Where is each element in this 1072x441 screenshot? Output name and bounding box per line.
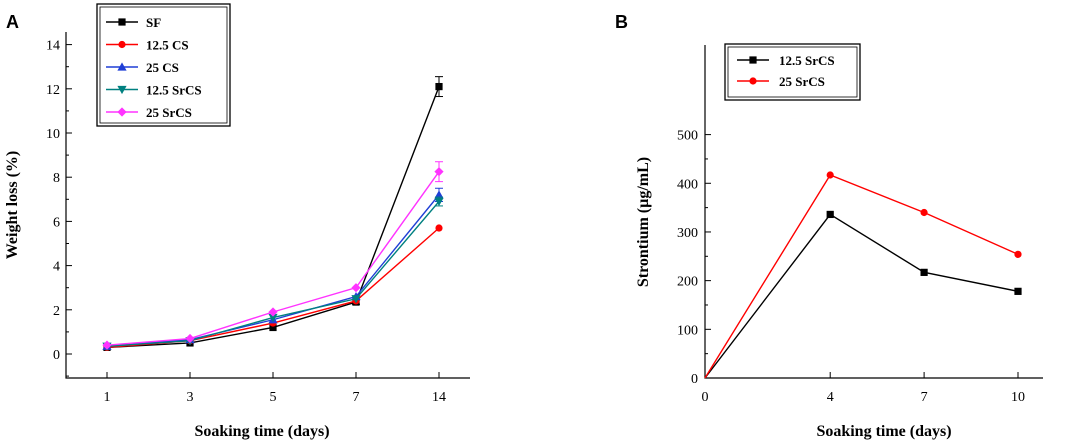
x-tick-label: 0 [702, 390, 709, 405]
panel-a-series [102, 76, 444, 351]
legend-entry-sf: SF [106, 15, 161, 30]
panel-a-y-axis-title: Weight loss (%) [4, 151, 21, 259]
legend-marker [118, 18, 126, 26]
data-point [268, 313, 278, 323]
series-25-srcs [704, 171, 1022, 379]
panel-a-x-ticks: 1 3 5 7 14 [104, 372, 446, 405]
data-point [435, 82, 443, 91]
data-point [351, 283, 361, 293]
legend-marker [118, 40, 126, 49]
legend-entry-25-cs: 25 CS [106, 60, 179, 75]
panel-b-legend: 12.5 SrCS 25 SrCS [724, 43, 861, 101]
data-point [351, 295, 361, 304]
panel-b-x-ticks: 0 4 7 10 [702, 372, 1025, 405]
panel-b-label: B [615, 12, 628, 32]
legend-marker [117, 107, 127, 117]
legend-entry-12-5-srcs: 12.5 SrCS [737, 53, 835, 68]
y-tick-label: 10 [46, 127, 60, 142]
legend-entry-25-srcs: 25 SrCS [106, 105, 192, 120]
legend-marker [749, 56, 757, 64]
data-point [1014, 287, 1022, 295]
legend-label: 25 SrCS [779, 74, 825, 89]
y-tick-label: 4 [53, 260, 60, 275]
y-tick-label: 12 [46, 83, 60, 98]
y-tick-label: 14 [46, 39, 60, 54]
panel-b: B 0 100 200 300 400 500 0 4 7 10 Soaking time (d… [615, 12, 1043, 440]
y-tick-label: 100 [677, 323, 698, 338]
y-tick-label: 300 [677, 226, 698, 241]
x-tick-label: 14 [432, 390, 446, 405]
data-point [920, 208, 928, 217]
x-tick-label: 10 [1011, 390, 1025, 405]
x-tick-label: 7 [353, 390, 360, 405]
panel-a-y-ticks: 0 2 4 6 8 10 12 14 [46, 39, 72, 377]
legend-marker [117, 85, 127, 95]
data-point [920, 268, 928, 276]
y-tick-label: 0 [53, 348, 60, 363]
y-tick-label: 8 [53, 171, 60, 186]
data-point [1014, 250, 1022, 258]
x-tick-label: 3 [187, 390, 194, 405]
panel-b-y-axis-title: Strontium (µg/mL) [635, 157, 652, 287]
data-point [435, 224, 443, 232]
data-point [268, 307, 278, 317]
panel-a-legend: SF 12.5 CS 25 CS 12.5 SrCS 25 SrCS [96, 3, 231, 127]
legend-label: 12.5 SrCS [779, 53, 835, 68]
panel-a-axes [65, 32, 470, 379]
legend-marker [749, 77, 757, 85]
x-tick-label: 4 [827, 390, 834, 405]
y-tick-label: 0 [691, 372, 698, 387]
data-point [185, 333, 195, 344]
y-tick-label: 200 [677, 275, 698, 290]
y-tick-label: 400 [677, 177, 698, 192]
panel-b-y-ticks: 0 100 200 300 400 500 [677, 129, 711, 387]
panel-a: A 0 2 4 6 8 10 12 14 1 3 5 7 14 Soaking time (days)… [4, 3, 470, 440]
data-point [434, 190, 444, 199]
panel-a-label: A [6, 12, 19, 32]
series-line [704, 174, 1019, 379]
legend-entry-12-5-cs: 12.5 CS [106, 38, 189, 53]
legend-label: 12.5 CS [146, 38, 189, 53]
legend-entry-12-5-srcs: 12.5 SrCS [106, 83, 202, 98]
panel-b-series [704, 171, 1022, 379]
legend-entry-25-srcs: 25 SrCS [737, 74, 825, 89]
data-point [434, 167, 444, 177]
series-12-5-cs [103, 224, 443, 351]
data-point [826, 171, 834, 179]
y-tick-label: 500 [677, 129, 698, 144]
legend-marker [117, 62, 127, 71]
panel-a-x-axis-title: Soaking time (days) [194, 423, 329, 440]
legend-label: 25 SrCS [146, 105, 192, 120]
x-tick-label: 7 [921, 390, 928, 405]
x-tick-label: 5 [270, 390, 277, 405]
data-point [269, 323, 277, 332]
series-25-srcs [102, 161, 444, 350]
legend-label: SF [146, 15, 161, 30]
legend-label: 25 CS [146, 60, 179, 75]
panel-b-x-axis-title: Soaking time (days) [816, 423, 951, 440]
legend-label: 12.5 SrCS [146, 83, 202, 98]
series-line [704, 213, 1019, 379]
data-point [434, 197, 444, 207]
data-point [826, 210, 834, 219]
x-tick-label: 1 [104, 390, 111, 405]
y-tick-label: 2 [53, 304, 60, 319]
data-point [102, 340, 112, 350]
series-12-5-srcs [704, 210, 1022, 379]
y-tick-label: 6 [53, 215, 60, 230]
